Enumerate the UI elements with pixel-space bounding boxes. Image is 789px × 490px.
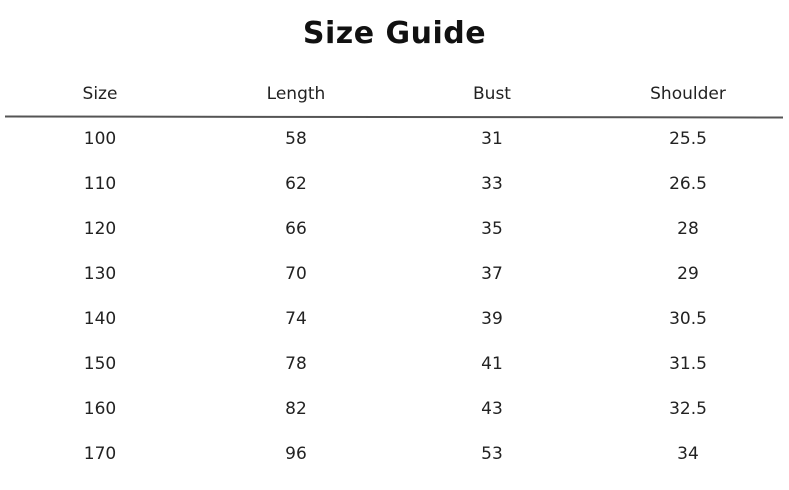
cell-shoulder: 29 <box>677 264 699 284</box>
cell-size: 160 <box>83 399 117 419</box>
cell-size: 150 <box>83 354 117 374</box>
cell-shoulder: 26.5 <box>669 174 707 194</box>
cell-length: 78 <box>285 354 307 374</box>
table-row: 130 70 37 29 <box>0 262 789 286</box>
cell-bust: 31 <box>481 129 503 149</box>
cell-shoulder: 28 <box>677 219 699 239</box>
table-header: Size Length Bust Shoulder <box>0 82 789 106</box>
column-header-bust: Bust <box>473 84 511 104</box>
cell-shoulder: 31.5 <box>669 354 707 374</box>
table-row: 110 62 33 26.5 <box>0 172 789 196</box>
cell-shoulder: 25.5 <box>669 129 707 149</box>
header-divider <box>4 115 784 119</box>
cell-bust: 33 <box>481 174 503 194</box>
table-row: 160 82 43 32.5 <box>0 397 789 421</box>
table-row: 150 78 41 31.5 <box>0 352 789 376</box>
cell-length: 62 <box>285 174 307 194</box>
cell-bust: 35 <box>481 219 503 239</box>
cell-shoulder: 32.5 <box>669 399 707 419</box>
cell-size: 110 <box>83 174 117 194</box>
cell-size: 170 <box>83 444 117 464</box>
column-header-shoulder: Shoulder <box>650 84 726 104</box>
cell-bust: 39 <box>481 309 503 329</box>
cell-bust: 53 <box>481 444 503 464</box>
table-row: 140 74 39 30.5 <box>0 307 789 331</box>
cell-length: 66 <box>285 219 307 239</box>
cell-bust: 37 <box>481 264 503 284</box>
cell-size: 140 <box>83 309 117 329</box>
cell-size: 130 <box>83 264 117 284</box>
cell-length: 96 <box>285 444 307 464</box>
column-header-length: Length <box>266 84 326 104</box>
table-row: 120 66 35 28 <box>0 217 789 241</box>
page-title: Size Guide <box>302 16 487 51</box>
cell-length: 82 <box>285 399 307 419</box>
cell-shoulder: 34 <box>677 444 699 464</box>
cell-length: 74 <box>285 309 307 329</box>
cell-shoulder: 30.5 <box>669 309 707 329</box>
cell-bust: 41 <box>481 354 503 374</box>
cell-size: 100 <box>83 129 117 149</box>
table-row: 100 58 31 25.5 <box>0 127 789 151</box>
column-header-size: Size <box>82 84 118 104</box>
cell-length: 58 <box>285 129 307 149</box>
cell-size: 120 <box>83 219 117 239</box>
table-row: 170 96 53 34 <box>0 442 789 466</box>
cell-length: 70 <box>285 264 307 284</box>
cell-bust: 43 <box>481 399 503 419</box>
